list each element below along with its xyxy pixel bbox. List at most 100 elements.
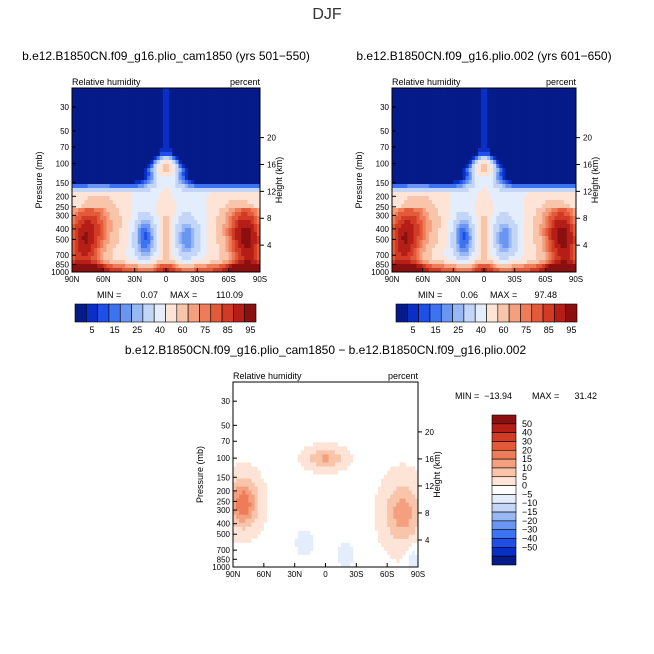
contour-cell — [453, 212, 457, 217]
contour-cell — [545, 92, 549, 97]
contour-cell — [93, 192, 98, 197]
contour-cell — [250, 212, 255, 217]
contour-cell — [441, 148, 445, 153]
contour-cell — [545, 112, 549, 117]
contour-cell — [434, 212, 439, 217]
contour-cell — [187, 184, 192, 189]
contour-cell — [241, 236, 245, 241]
contour-cell — [216, 116, 220, 121]
contour-cell — [109, 232, 114, 237]
contour-cell — [109, 148, 114, 153]
contour-cell — [119, 124, 123, 129]
contour-cell — [398, 148, 402, 153]
contour-cell — [194, 188, 198, 193]
contour-cell — [434, 180, 439, 185]
contour-cell — [231, 188, 236, 193]
contour-cell — [441, 128, 445, 133]
contour-cell — [456, 124, 461, 129]
contour-cell — [572, 92, 576, 97]
contour-cell — [484, 188, 488, 193]
contour-cell — [203, 208, 208, 213]
contour-cell — [200, 92, 205, 97]
contour-cell — [459, 116, 464, 121]
contour-cell — [566, 200, 571, 205]
contour-cell — [153, 148, 158, 153]
contour-cell — [119, 196, 123, 201]
contour-cell — [238, 196, 242, 201]
contour-cell — [159, 96, 164, 101]
contour-cell — [499, 124, 503, 129]
contour-cell — [407, 180, 411, 185]
contour-cell — [184, 92, 189, 97]
contour-cell — [103, 96, 108, 101]
contour-cell — [508, 148, 513, 153]
contour-cell — [228, 204, 233, 209]
contour-cell — [407, 108, 411, 113]
contour-cell — [404, 104, 408, 109]
contour-cell — [162, 104, 167, 109]
contour-cell — [551, 160, 556, 165]
contour-cell — [520, 148, 525, 153]
contour-cell — [474, 220, 479, 225]
contour-cell — [563, 96, 568, 101]
contour-cell — [162, 260, 167, 265]
contour-cell — [545, 160, 549, 165]
contour-cell — [115, 248, 120, 253]
contour-cell — [422, 184, 427, 189]
contour-cell — [496, 148, 500, 153]
contour-cell — [219, 156, 223, 161]
contour-cell — [206, 224, 211, 229]
contour-cell — [539, 132, 543, 137]
contour-cell — [209, 132, 214, 137]
contour-cell — [244, 188, 249, 193]
contour-cell — [103, 180, 108, 185]
contour-cell — [147, 108, 151, 113]
contour-cell — [416, 196, 421, 201]
contour-cell — [137, 96, 142, 101]
contour-cell — [480, 172, 485, 177]
contour-cell — [450, 164, 454, 169]
contour-cell — [150, 200, 155, 205]
contour-cell — [441, 164, 445, 169]
contour-cell — [462, 196, 467, 201]
contour-cell — [444, 160, 448, 165]
contour-cell — [150, 92, 155, 97]
contour-cell — [147, 176, 151, 181]
contour-cell — [447, 204, 451, 209]
contour-cell — [137, 176, 142, 181]
contour-cell — [119, 188, 123, 193]
contour-cell — [480, 124, 485, 129]
contour-cell — [407, 100, 411, 105]
contour-cell — [72, 268, 76, 272]
contour-cell — [456, 144, 461, 149]
contour-cell — [209, 220, 214, 225]
contour-cell — [569, 204, 574, 209]
contour-cell — [147, 208, 151, 213]
contour-cell — [225, 124, 230, 129]
contour-cell — [231, 180, 236, 185]
contour-cell — [200, 96, 205, 101]
contour-cell — [496, 144, 500, 149]
contour-cell — [97, 152, 101, 157]
contour-cell — [128, 144, 133, 149]
contour-cell — [530, 136, 534, 141]
contour-cell — [206, 164, 211, 169]
contour-cell — [219, 180, 223, 185]
contour-cell — [75, 132, 79, 137]
contour-cell — [496, 112, 500, 117]
contour-cell — [238, 228, 242, 233]
contour-cell — [156, 220, 161, 225]
contour-cell — [93, 132, 98, 137]
contour-cell — [551, 196, 556, 201]
contour-cell — [539, 96, 543, 101]
contour-cell — [175, 92, 180, 97]
contour-cell — [520, 196, 525, 201]
contour-cell — [447, 192, 451, 197]
contour-cell — [569, 92, 574, 97]
contour-cell — [119, 192, 123, 197]
contour-cell — [90, 268, 95, 272]
contour-cell — [493, 124, 497, 129]
contour-cell — [194, 200, 198, 205]
contour-cell — [231, 228, 236, 233]
contour-cell — [253, 192, 258, 197]
